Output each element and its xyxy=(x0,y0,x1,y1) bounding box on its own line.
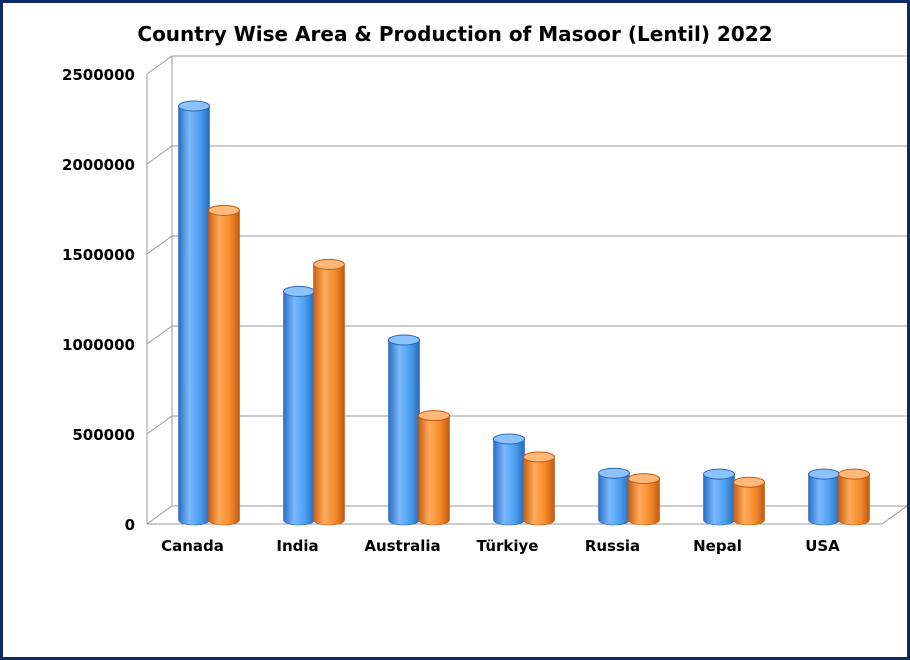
bar-body xyxy=(493,438,525,526)
bar-australia-blue xyxy=(388,334,420,526)
y-tick-label: 0 xyxy=(125,516,135,534)
bar-body xyxy=(313,264,345,526)
y-tick-label: 1000000 xyxy=(62,336,135,354)
bar-body xyxy=(598,472,630,526)
x-tick-label: Nepal xyxy=(693,537,742,555)
bar-canada-blue xyxy=(178,100,210,526)
bar-top-cap xyxy=(838,468,870,480)
bar-top-cap xyxy=(523,451,555,463)
y-tick-label: 2000000 xyxy=(62,156,135,174)
bar-top-cap xyxy=(808,468,840,480)
bar-body xyxy=(208,210,240,526)
bar-top-cap xyxy=(493,433,525,445)
bar-top-cap xyxy=(733,476,765,488)
bar-top-cap xyxy=(178,100,210,112)
x-tick-label: Australia xyxy=(364,537,440,555)
bar-top-cap xyxy=(313,258,345,270)
bar-body xyxy=(388,339,420,526)
x-tick-label: Russia xyxy=(585,537,640,555)
x-tick-label: India xyxy=(276,537,318,555)
bar-top-cap xyxy=(703,468,735,480)
bar-australia-orange xyxy=(418,410,450,526)
x-tick-label: Türkiye xyxy=(477,537,539,555)
x-tick-label: Canada xyxy=(161,537,224,555)
bar-top-cap xyxy=(388,334,420,346)
bar-india-blue xyxy=(283,285,315,526)
bar-india-orange xyxy=(313,258,345,526)
gridline-diagonal xyxy=(146,55,173,75)
gridline-diagonal xyxy=(146,415,173,435)
bar-usa-orange xyxy=(838,468,870,526)
gridline-diagonal xyxy=(146,235,173,255)
y-tick-label: 1500000 xyxy=(62,246,135,264)
bar-türkiye-blue xyxy=(493,433,525,526)
gridline-diagonal xyxy=(146,505,173,525)
bar-türkiye-orange xyxy=(523,451,555,526)
bar-nepal-orange xyxy=(733,476,765,526)
bar-russia-blue xyxy=(598,467,630,526)
bar-top-cap xyxy=(418,410,450,422)
bar-body xyxy=(703,473,735,526)
y-tick-label: 2500000 xyxy=(62,66,135,84)
bar-usa-blue xyxy=(808,468,840,526)
bar-top-cap xyxy=(598,467,630,479)
chart-title: Country Wise Area & Production of Masoor… xyxy=(137,22,773,46)
bar-top-cap xyxy=(628,473,660,485)
bar-russia-orange xyxy=(628,473,660,526)
bar-top-cap xyxy=(283,285,315,297)
bar-nepal-blue xyxy=(703,468,735,526)
gridline-diagonal xyxy=(146,325,173,345)
bar-canada-orange xyxy=(208,204,240,526)
bar-body xyxy=(838,473,870,526)
y-tick-label: 500000 xyxy=(72,426,135,444)
floor-right-edge xyxy=(881,505,908,525)
bar-body xyxy=(178,105,210,526)
bar-body xyxy=(523,456,555,526)
bar-body xyxy=(733,481,765,526)
bar-body xyxy=(808,473,840,526)
bar-body xyxy=(418,415,450,526)
bar-top-cap xyxy=(208,204,240,216)
bar-body xyxy=(283,291,315,526)
x-tick-label: USA xyxy=(805,537,840,555)
gridline-diagonal xyxy=(146,145,173,165)
bar-body xyxy=(628,478,660,526)
